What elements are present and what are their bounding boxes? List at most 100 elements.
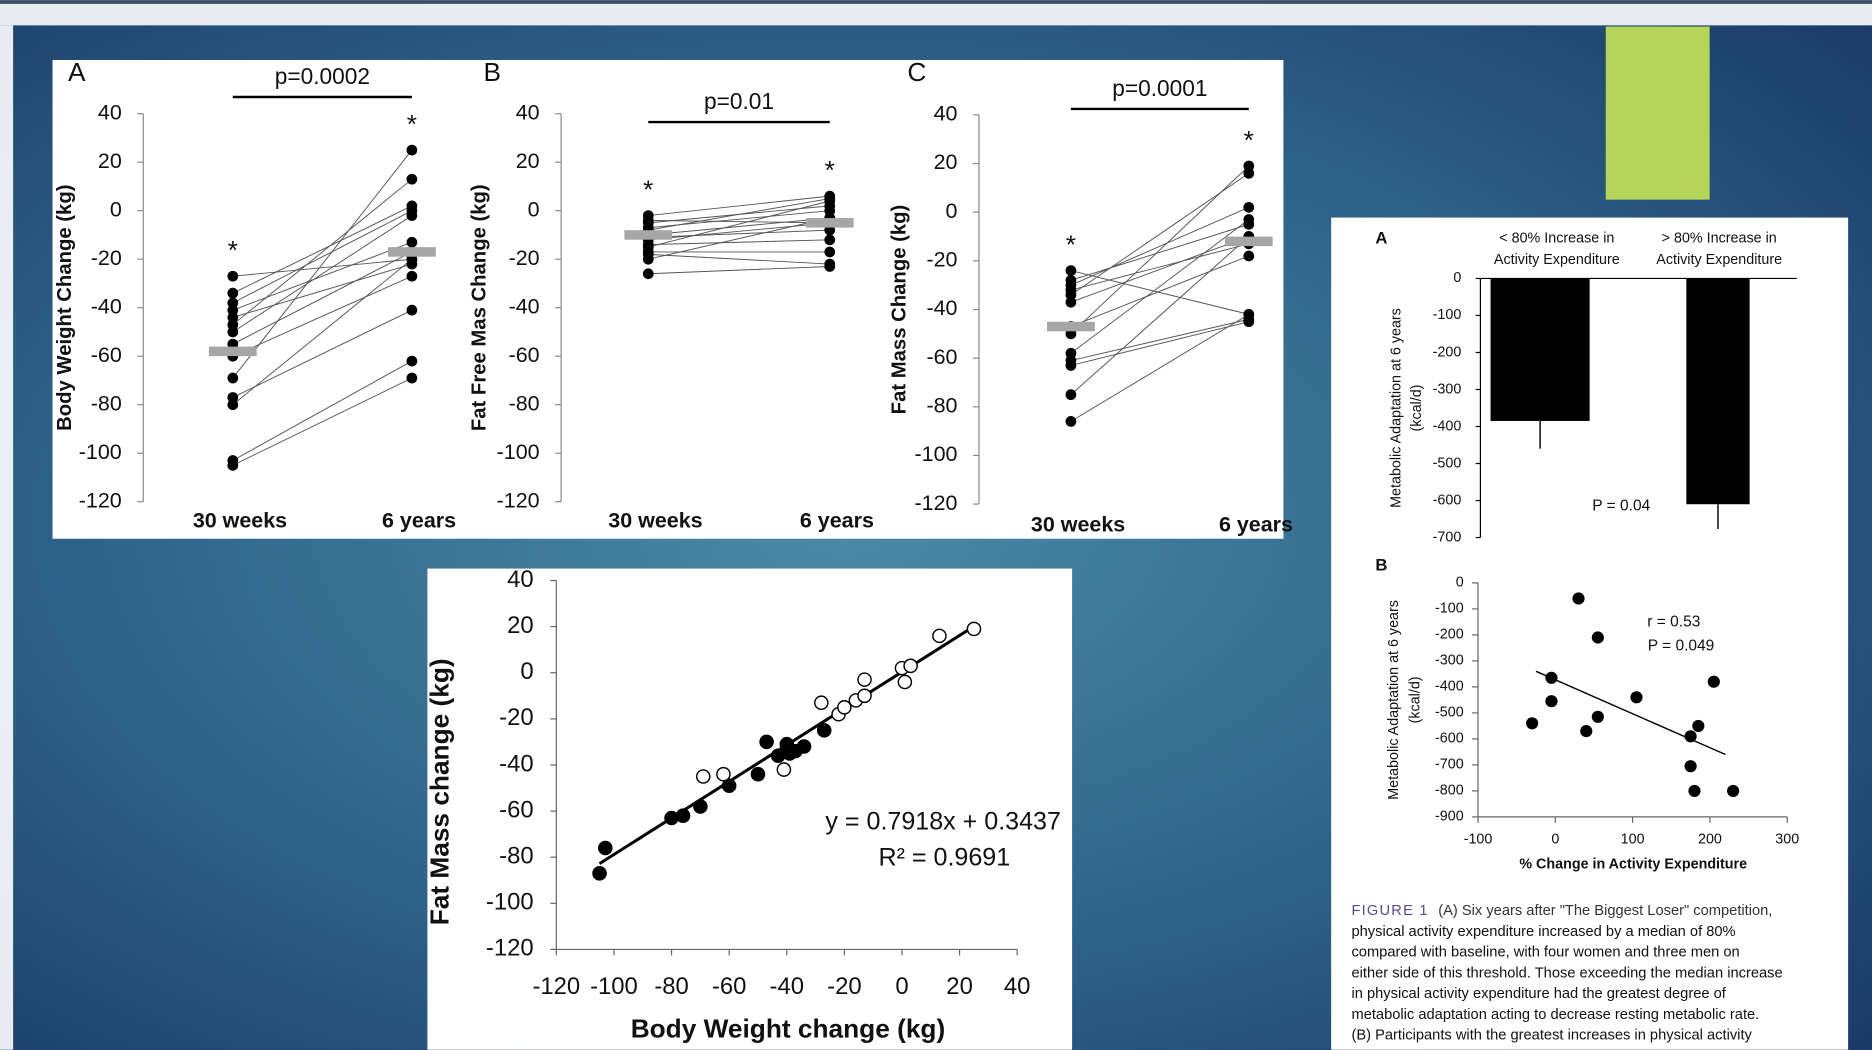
point: [1684, 730, 1697, 743]
y-tick-label: -200: [1433, 344, 1462, 360]
point: [932, 628, 947, 644]
dot: [1065, 389, 1077, 401]
x-tick-label: -80: [654, 973, 688, 1000]
dot: [642, 253, 654, 265]
y-tick-label: -200: [1435, 627, 1464, 643]
y-tick-label: -40: [91, 294, 122, 318]
caption: FIGURE 1 (A) Six years after "The Biggest…: [1351, 903, 1782, 1044]
y-tick-label: -40: [499, 750, 533, 777]
y-tick-label: -40: [509, 294, 540, 318]
pair-line: [648, 198, 830, 231]
pair-line: [1070, 313, 1250, 422]
point: [1580, 725, 1593, 738]
y-tick-label: 40: [934, 102, 958, 126]
y-tick-label: 20: [934, 150, 958, 174]
pair-line: [648, 229, 830, 238]
pair-line: [1070, 223, 1249, 281]
x-axis-label: % Change in Activity Expenditure: [1519, 856, 1747, 872]
pair-line: [232, 215, 413, 333]
dot: [1243, 214, 1255, 225]
dot: [406, 372, 418, 384]
y-tick-label: -20: [509, 246, 540, 270]
pair-line: [648, 200, 830, 248]
x-tick-label: 30 weeks: [1031, 512, 1125, 536]
y-tick-label: -80: [509, 391, 540, 415]
x-tick-label: -60: [712, 973, 746, 1000]
panel-letter: B: [484, 57, 502, 87]
y-tick-label: -40: [926, 296, 957, 320]
pair-line: [232, 275, 413, 357]
y-tick-label: -600: [1435, 731, 1464, 747]
pair-line: [1070, 206, 1249, 286]
pair-line: [232, 241, 413, 311]
point: [1545, 695, 1558, 708]
dot: [1243, 308, 1255, 320]
point: [675, 808, 691, 823]
pair-line: [232, 205, 413, 294]
y-tick-label: -60: [91, 343, 122, 367]
p-value: p=0.0001: [1112, 75, 1207, 101]
point: [814, 695, 829, 710]
scatter-box: [427, 568, 1073, 1050]
y-tick-label: -100: [1435, 601, 1464, 617]
x-tick-label: 100: [1621, 831, 1645, 847]
point: [1692, 719, 1705, 732]
point: [1684, 760, 1697, 773]
y-tick-label: -20: [91, 246, 122, 270]
dot: [1065, 360, 1077, 371]
y-axis-label: Fat Mass change (kg): [425, 658, 455, 925]
annotation: r = 0.53: [1647, 613, 1700, 630]
x-tick-label: 0: [895, 973, 908, 1000]
y-tick-label: -80: [499, 843, 533, 870]
annotation: P = 0.049: [1648, 637, 1715, 654]
pair-line: [232, 360, 413, 461]
median-bar: [208, 346, 257, 357]
point: [693, 799, 708, 814]
dot: [824, 234, 836, 246]
left-edge: [0, 25, 14, 1050]
pair-line: [648, 266, 830, 275]
y-axis-label: Fat Free Mas Change (kg): [468, 184, 490, 431]
significance-star: *: [643, 175, 653, 205]
pair-line: [648, 217, 830, 260]
x-tick-label: -40: [770, 973, 804, 1000]
dot: [1065, 265, 1077, 276]
x-tick-label: 300: [1775, 831, 1799, 847]
y-tick-label: -60: [926, 345, 957, 369]
caption-label: FIGURE 1: [1351, 903, 1428, 919]
category-label-text: < 80% Increase in Activity Expenditure: [1493, 229, 1620, 268]
point: [1572, 592, 1585, 605]
point: [1591, 631, 1604, 644]
pair-line: [232, 309, 413, 398]
dot: [642, 268, 654, 280]
panel-letter: C: [907, 57, 926, 87]
point: [897, 674, 913, 690]
y-tick-label: -20: [926, 248, 957, 272]
y-tick-label: -100: [79, 440, 122, 464]
x-tick-label: 6 years: [382, 509, 456, 533]
y-tick-label: -100: [497, 440, 540, 464]
fit-r2: R² = 0.9691: [879, 843, 1011, 871]
point: [857, 672, 872, 687]
pair-line: [1070, 165, 1250, 335]
pair-line: [1070, 236, 1249, 303]
y-tick-label: -100: [915, 442, 958, 466]
dot: [406, 236, 418, 248]
dot: [1243, 250, 1255, 262]
y-tick-label: 0: [520, 658, 533, 685]
pair-line: [648, 219, 830, 224]
point: [776, 762, 792, 777]
pair-line: [1070, 236, 1250, 396]
caption-line: either side of this threshold. Those exc…: [1351, 965, 1782, 981]
dot: [227, 399, 239, 411]
x-tick-label: -120: [532, 973, 580, 1000]
point: [903, 658, 918, 674]
y-axis-label: (kcal/d): [1409, 385, 1425, 432]
point: [1727, 784, 1740, 797]
point: [837, 700, 852, 715]
caption-text: (A) Six years after "The Biggest Loser" …: [1438, 903, 1772, 919]
y-axis-label: Body Weight Change (kg): [54, 185, 76, 431]
point: [1591, 710, 1604, 723]
y-axis-label: Fat Mass Change (kg): [889, 205, 911, 415]
